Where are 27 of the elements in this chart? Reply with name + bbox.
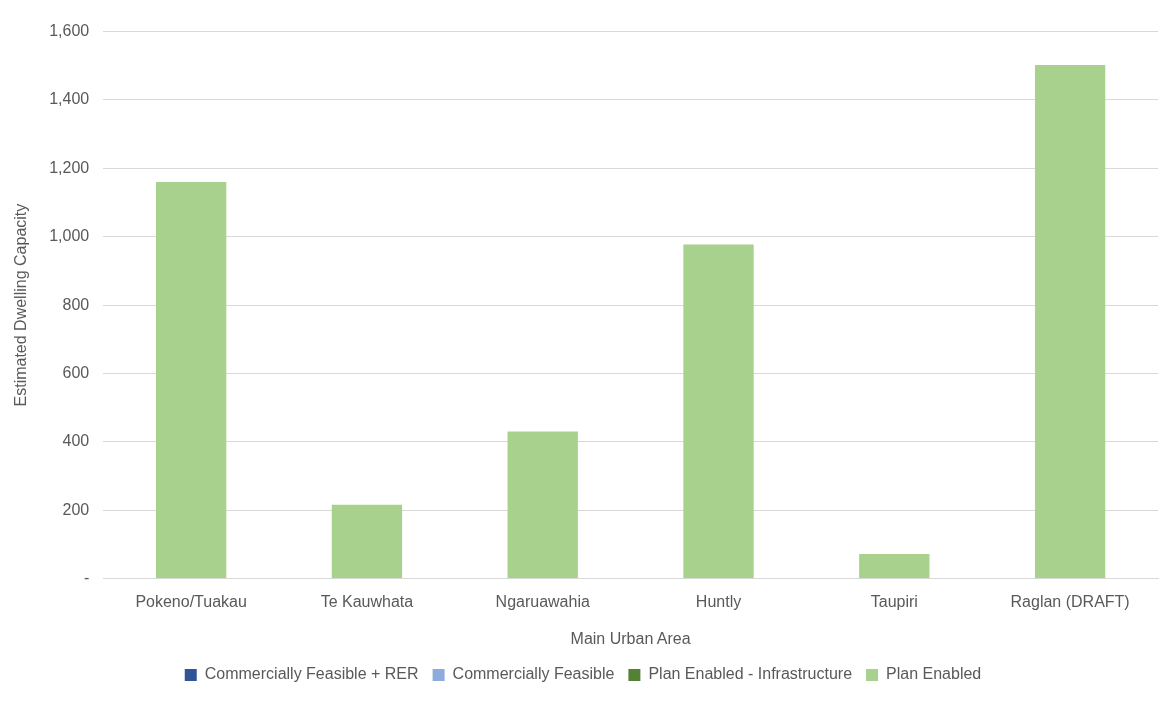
x-tick-label: Pokeno/Tuakau <box>135 592 247 610</box>
y-tick-label: 1,400 <box>49 90 90 108</box>
y-tick-label: 800 <box>62 295 90 313</box>
x-tick-label: Huntly <box>695 592 742 610</box>
bar <box>683 244 754 579</box>
x-tick-label: Te Kauwhata <box>320 592 414 610</box>
bar <box>331 504 403 579</box>
x-axis-title: Main Urban Area <box>570 629 691 647</box>
x-tick-label: Ngaruawahia <box>495 592 590 610</box>
bar <box>1034 65 1106 579</box>
legend-label: Plan Enabled - Infrastructure <box>648 665 853 683</box>
legend-label: Plan Enabled <box>886 665 982 683</box>
y-tick-label: 1,200 <box>49 158 90 176</box>
y-tick-label: 600 <box>62 363 90 381</box>
bar <box>507 431 578 579</box>
bar <box>155 182 227 579</box>
legend-label: Commercially Feasible <box>452 665 615 683</box>
y-tick-label: - <box>83 569 90 587</box>
y-tick-label: 1,600 <box>49 22 90 40</box>
y-axis-title: Estimated Dwelling Capacity <box>12 203 30 407</box>
y-tick-label: 1,000 <box>49 227 90 245</box>
legend-label: Commercially Feasible + RER <box>204 665 419 683</box>
bar <box>859 553 930 579</box>
x-tick-label: Raglan (DRAFT) <box>1010 592 1130 610</box>
y-tick-label: 200 <box>62 500 90 518</box>
y-tick-label: 400 <box>62 432 90 450</box>
x-tick-label: Taupiri <box>870 592 918 610</box>
